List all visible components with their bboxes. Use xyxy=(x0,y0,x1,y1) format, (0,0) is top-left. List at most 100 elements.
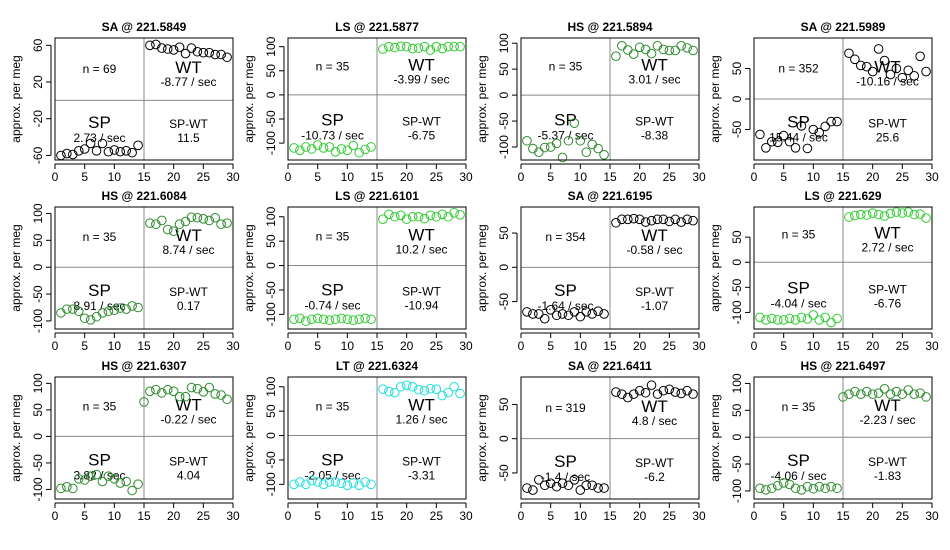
sp-point xyxy=(91,469,102,480)
y-tick-label: 0 xyxy=(497,91,511,98)
x-tick-label: 25 xyxy=(896,339,910,353)
panel-title: HS @ 221.5894 xyxy=(567,20,652,34)
sp-point xyxy=(820,312,831,323)
wt-point xyxy=(844,212,854,222)
y-tick-label: 50 xyxy=(730,62,744,76)
y-tick-label: 100 xyxy=(264,376,278,396)
sp-point xyxy=(814,315,825,325)
wt-point xyxy=(157,388,167,398)
x-tick-label: 20 xyxy=(400,339,414,353)
wt-point xyxy=(407,381,418,392)
wt-point xyxy=(145,386,155,397)
wt-point xyxy=(162,44,173,54)
sp-point xyxy=(62,148,72,159)
x-tick-label: 0 xyxy=(518,170,525,184)
wt-point xyxy=(216,49,226,60)
wt-point xyxy=(623,392,633,403)
x-tick-label: 20 xyxy=(866,339,880,353)
wt-rate: 8.74 / sec xyxy=(162,243,214,257)
x-tick-label: 10 xyxy=(341,170,355,184)
wt-point xyxy=(856,60,866,71)
wt-point xyxy=(670,45,681,56)
sp-label: SP xyxy=(321,280,344,299)
sp-point xyxy=(318,143,329,153)
wt-point xyxy=(623,45,633,55)
x-tick-label: 10 xyxy=(574,339,588,353)
x-tick-label: 30 xyxy=(226,170,240,184)
wt-point xyxy=(628,213,639,224)
sp-point xyxy=(312,140,323,150)
sp-point xyxy=(79,144,90,154)
y-tick-label: -100 xyxy=(730,479,744,503)
panel-title: HS @ 221.6497 xyxy=(800,359,885,373)
x-tick-label: 5 xyxy=(547,170,554,184)
x-tick-label: 25 xyxy=(197,170,211,184)
wt-point xyxy=(186,212,197,223)
wt-point xyxy=(903,65,914,76)
sp-label: SP xyxy=(321,110,344,129)
sp-point xyxy=(354,314,365,325)
sp-point xyxy=(73,474,84,484)
wt-point xyxy=(867,208,878,218)
wt-point xyxy=(449,381,459,392)
sp-point xyxy=(826,481,836,492)
sp-point xyxy=(796,312,807,323)
wt-point xyxy=(204,47,215,58)
wt-point xyxy=(617,214,627,225)
wt-point xyxy=(617,389,627,399)
wt-point xyxy=(915,209,925,219)
wt-point xyxy=(909,389,920,399)
spwt-value: -6.2 xyxy=(644,470,665,484)
wt-point xyxy=(921,213,931,223)
plot-frame xyxy=(520,206,700,330)
wt-point xyxy=(192,46,203,57)
y-tick-label: 50 xyxy=(497,226,511,240)
sp-point xyxy=(522,483,532,493)
x-tick-label: 25 xyxy=(430,170,444,184)
y-tick-label: 50 xyxy=(730,230,744,244)
sp-point xyxy=(121,476,131,487)
wt-point xyxy=(676,40,687,51)
x-tick-label: 5 xyxy=(780,509,787,523)
wt-point xyxy=(384,386,394,397)
sp-point xyxy=(820,121,831,132)
sp-point xyxy=(539,313,550,324)
sp-point xyxy=(767,136,777,147)
sp-point xyxy=(312,313,323,324)
sp-label: SP xyxy=(554,281,577,300)
sp-point xyxy=(360,313,370,324)
sp-point xyxy=(563,135,574,146)
wt-point xyxy=(861,61,872,72)
sp-point xyxy=(348,315,359,326)
y-tick-label: 100 xyxy=(497,33,511,53)
wt-point xyxy=(897,72,908,83)
wt-point xyxy=(682,214,692,225)
y-tick-label: -50 xyxy=(730,278,744,296)
wt-point xyxy=(903,385,914,395)
x-tick-label: 15 xyxy=(603,509,617,523)
wt-point xyxy=(844,389,854,399)
wt-point xyxy=(449,41,459,52)
sp-point xyxy=(593,143,603,154)
wt-rate: 2.72 / sec xyxy=(861,241,913,255)
sp-point xyxy=(366,479,376,490)
sp-point xyxy=(599,309,609,319)
sp-point xyxy=(528,485,538,495)
y-tick-label: -50 xyxy=(264,110,278,128)
sp-label: SP xyxy=(321,450,344,469)
sp-point xyxy=(522,307,532,317)
n-label: n = 35 xyxy=(83,230,117,244)
x-tick-label: 25 xyxy=(663,339,677,353)
wt-point xyxy=(390,387,400,398)
spwt-value: -8.38 xyxy=(641,129,669,143)
sp-point xyxy=(91,146,102,156)
y-axis-label: approx. per meg xyxy=(708,394,722,481)
wt-point xyxy=(891,63,902,74)
sp-point xyxy=(342,480,353,491)
wt-point xyxy=(431,211,442,222)
wt-point xyxy=(192,383,203,394)
x-tick-label: 0 xyxy=(285,170,292,184)
wt-point xyxy=(157,215,167,226)
plot-frame xyxy=(54,376,234,500)
x-tick-label: 25 xyxy=(430,509,444,523)
